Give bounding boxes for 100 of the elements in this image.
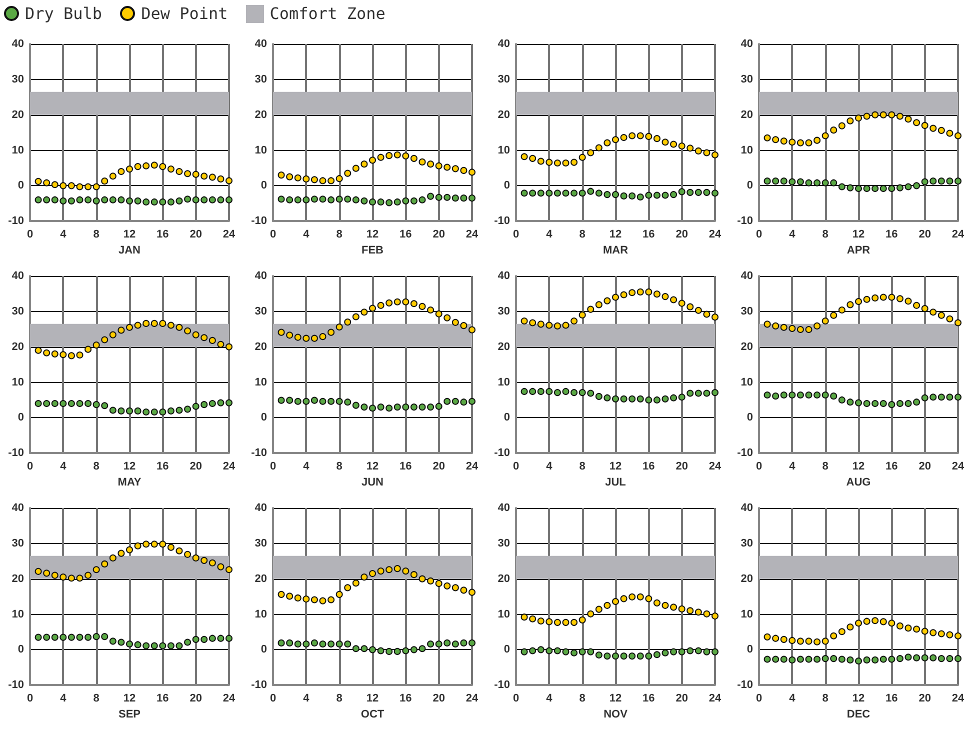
point [570, 158, 578, 166]
point [855, 185, 862, 192]
point [159, 642, 166, 650]
point [554, 160, 561, 167]
y-tick-label: 20 [254, 108, 267, 121]
y-tick-label: 20 [740, 108, 753, 121]
point [427, 192, 434, 200]
point [954, 178, 962, 185]
point [402, 568, 410, 575]
point [402, 152, 410, 160]
y-tick-label: 30 [254, 537, 267, 550]
x-tick-label: 12 [609, 228, 622, 241]
point [319, 640, 326, 648]
x-tick-label: 8 [822, 228, 828, 241]
point [805, 326, 812, 333]
point [772, 322, 780, 330]
x-tick-label: 24 [222, 692, 236, 705]
point [896, 112, 904, 120]
point [460, 322, 468, 330]
point [402, 298, 410, 306]
y-tick-label: 20 [498, 108, 510, 121]
x-tick-label: 0 [26, 228, 34, 241]
point [360, 197, 368, 204]
y-tick-label: 10 [498, 144, 510, 156]
point [84, 572, 92, 579]
point [84, 400, 92, 408]
point [595, 392, 602, 400]
point [537, 617, 544, 624]
point [796, 139, 804, 146]
point [604, 394, 611, 402]
point [435, 310, 442, 318]
y-tick-label: 30 [740, 73, 753, 86]
point [167, 198, 174, 206]
point [578, 648, 586, 656]
y-tick-label: -10 [737, 679, 753, 692]
point [360, 404, 368, 411]
point [570, 618, 578, 626]
point [628, 289, 636, 296]
x-axis-title: OCT [360, 708, 384, 720]
y-tick-label: 20 [12, 572, 24, 585]
point [686, 607, 694, 614]
point [294, 334, 302, 341]
point [645, 192, 652, 199]
point [604, 191, 611, 198]
y-tick-label: 10 [12, 608, 24, 620]
x-tick-label: 4 [546, 460, 554, 473]
point [369, 570, 376, 578]
point [529, 190, 536, 197]
point [904, 183, 912, 190]
y-tick-label: 20 [12, 340, 24, 353]
point [764, 633, 771, 640]
point [159, 408, 166, 416]
x-tick-label: 16 [642, 228, 655, 241]
point [880, 400, 887, 408]
x-tick-label: 20 [190, 692, 202, 705]
point [126, 324, 133, 331]
point [377, 404, 384, 411]
point [620, 395, 628, 402]
point [352, 580, 360, 587]
point [167, 322, 174, 329]
y-tick-label: 40 [12, 270, 24, 282]
point [537, 190, 544, 197]
x-tick-label: 4 [303, 692, 310, 705]
point [200, 334, 208, 342]
point [460, 586, 468, 594]
point [896, 295, 904, 302]
point [92, 566, 100, 574]
x-tick-label: 0 [270, 228, 276, 241]
point [402, 197, 410, 204]
y-tick-label: 20 [254, 340, 267, 353]
point [418, 575, 426, 582]
x-tick-label: 12 [366, 692, 379, 705]
point [226, 343, 232, 350]
point [686, 188, 694, 196]
point [452, 165, 459, 172]
point [830, 312, 838, 319]
point [678, 188, 686, 196]
point [134, 163, 142, 170]
point [628, 132, 636, 140]
legend-label: Dry Bulb [25, 4, 102, 23]
point [645, 396, 652, 404]
y-tick-label: 40 [254, 270, 267, 282]
point [780, 656, 788, 663]
point [620, 291, 628, 298]
point [159, 540, 166, 548]
point [863, 618, 870, 625]
point [694, 390, 702, 397]
point [863, 400, 870, 408]
point [418, 302, 426, 310]
point [410, 646, 418, 654]
y-tick-label: 30 [12, 73, 24, 86]
point [930, 394, 937, 401]
y-tick-label: 20 [12, 108, 24, 121]
y-tick-label: -10 [737, 215, 753, 228]
x-tick-label: 20 [676, 228, 688, 241]
x-tick-label: 12 [366, 228, 379, 241]
y-tick-label: -10 [251, 679, 267, 692]
point [352, 196, 360, 204]
point [427, 640, 434, 648]
point [51, 572, 58, 579]
